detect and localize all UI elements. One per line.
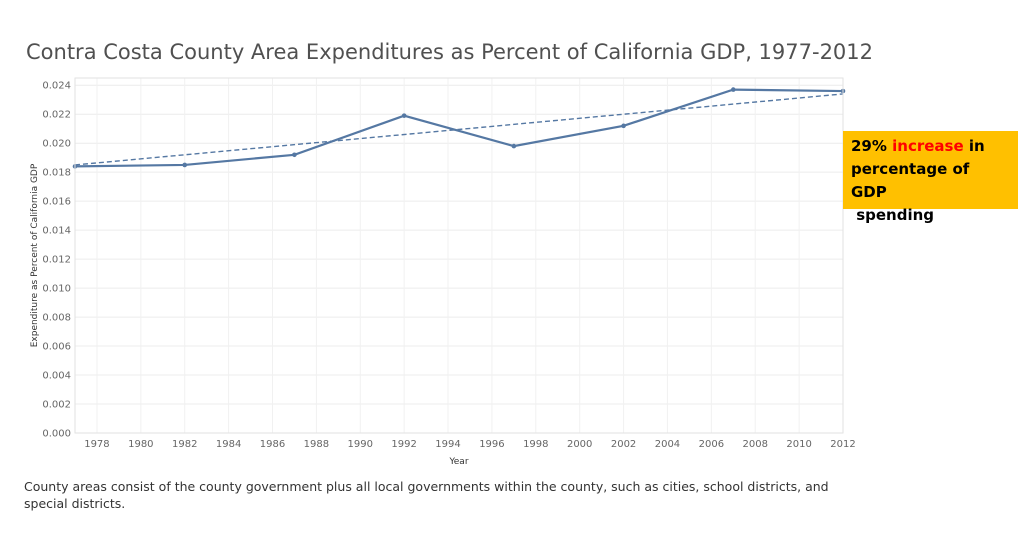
y-axis-label: Expenditure as Percent of California GDP [30, 163, 40, 347]
x-tick-label: 1990 [348, 439, 373, 450]
callout-line-2: percentage of GDP [851, 160, 970, 201]
x-tick-label: 1984 [216, 439, 241, 450]
callout-prefix: 29% [851, 137, 893, 155]
x-tick-label: 1980 [128, 439, 153, 450]
callout-line-3: spending [851, 206, 935, 224]
chart-title: Contra Costa County Area Expenditures as… [26, 40, 874, 64]
x-tick-label: 2002 [611, 439, 636, 450]
data-point [730, 87, 736, 92]
data-point [182, 162, 188, 168]
y-axis-ticks: 0.000 0.002 0.004 0.006 0.008 0.010 0.012 0.014… [42, 81, 71, 440]
y-tick-label: 0.012 [42, 255, 71, 266]
grid-lines [75, 78, 844, 434]
data-point [621, 123, 626, 129]
x-tick-label: 1992 [391, 439, 416, 450]
trend-line [74, 93, 844, 166]
y-tick-label: 0.002 [42, 400, 71, 411]
x-tick-label: 2004 [655, 439, 680, 450]
x-tick-label: 1982 [172, 439, 197, 450]
data-point [511, 143, 517, 149]
x-tick-label: 2010 [786, 439, 811, 450]
plot-frame [74, 77, 844, 434]
y-tick-label: 0.018 [42, 168, 71, 179]
y-tick-label: 0.022 [42, 110, 71, 121]
series-line [74, 88, 844, 168]
x-axis-label: Year [448, 457, 468, 467]
callout-box: 29% increase in percentage of GDP spendi… [843, 131, 1018, 224]
x-tick-label: 1986 [260, 439, 285, 450]
footnote: County areas consist of the county gover… [24, 479, 829, 511]
x-tick-label: 2006 [699, 439, 724, 450]
x-axis-ticks: 1978 1980 1982 1984 1986 1988 1990 1992 1994 1996… [84, 439, 856, 450]
y-tick-label: 0.024 [42, 81, 71, 92]
x-tick-label: 1996 [479, 439, 504, 450]
y-tick-label: 0.020 [42, 139, 71, 150]
callout-highlight: increase [892, 137, 964, 155]
data-point [292, 152, 297, 158]
x-tick-label: 2012 [830, 439, 855, 450]
y-tick-label: 0.000 [42, 429, 71, 440]
x-tick-label: 1988 [304, 439, 329, 450]
y-tick-label: 0.006 [42, 342, 71, 353]
x-tick-label: 1998 [523, 439, 548, 450]
y-tick-label: 0.004 [42, 371, 71, 382]
y-tick-label: 0.008 [42, 313, 71, 324]
series-layer [72, 87, 846, 169]
y-tick-label: 0.014 [42, 226, 71, 237]
x-tick-label: 1994 [435, 439, 460, 450]
y-tick-label: 0.016 [42, 197, 71, 208]
callout-line-1: 29% increase in [851, 135, 1010, 158]
x-tick-label: 2008 [743, 439, 768, 450]
y-tick-label: 0.010 [42, 284, 71, 295]
x-tick-label: 2000 [567, 439, 592, 450]
data-point [401, 113, 407, 118]
x-tick-label: 1978 [84, 439, 109, 450]
callout-suffix: in [963, 137, 985, 155]
